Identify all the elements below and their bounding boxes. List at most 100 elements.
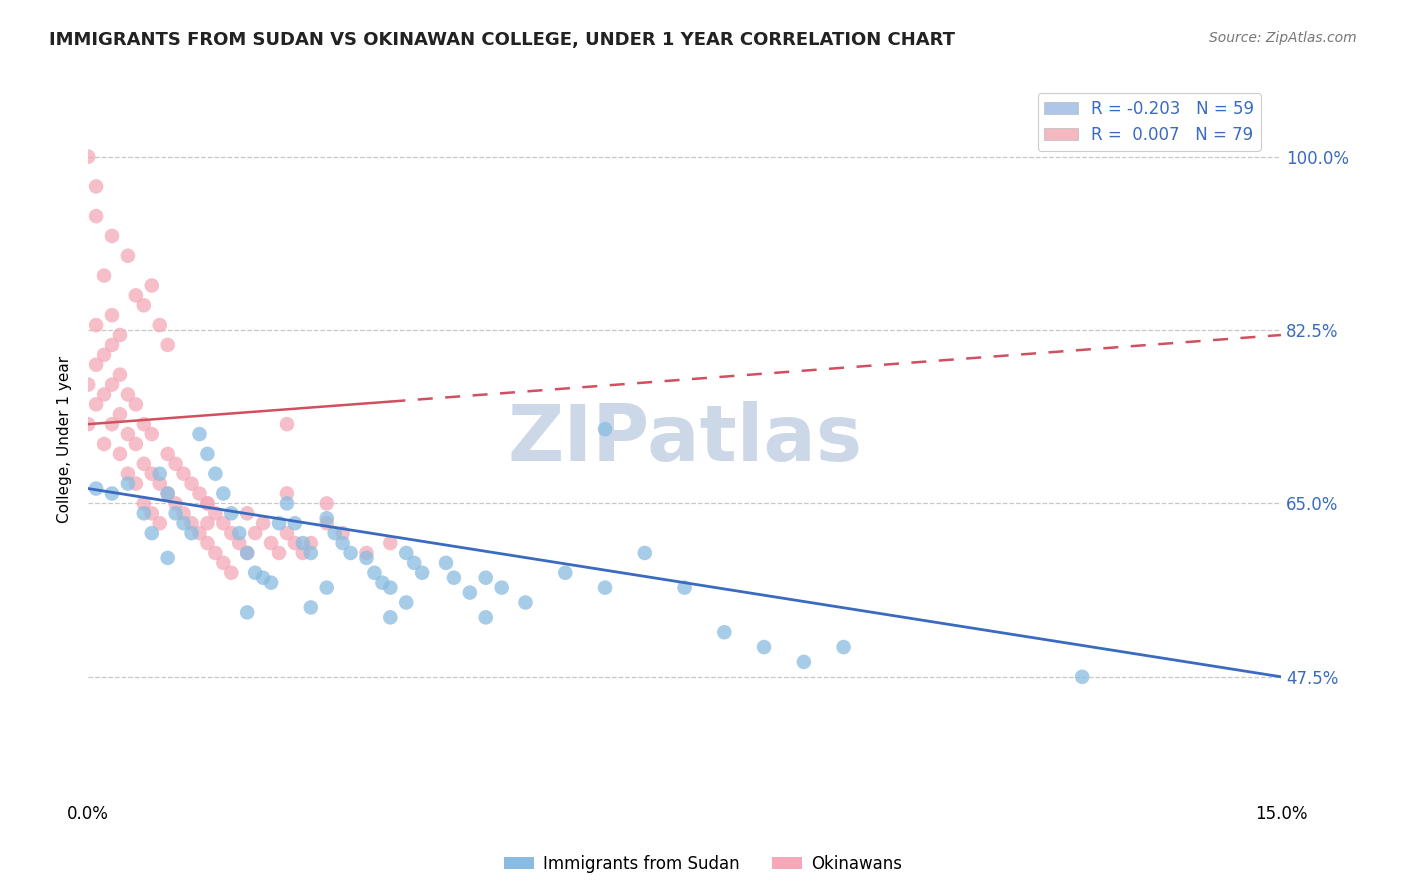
Point (188, 427, 211, 442)
Point (165, 457, 187, 471)
Point (395, 595, 418, 609)
Point (380, 581, 402, 595)
Point (101, 486, 124, 500)
Point (156, 447, 179, 461)
Point (221, 566, 243, 580)
Point (228, 536, 250, 550)
Point (356, 546, 378, 560)
Point (156, 338, 179, 352)
Point (132, 298, 155, 312)
Point (252, 571, 274, 585)
Point (197, 447, 219, 461)
Point (752, 640, 775, 654)
Point (132, 496, 155, 510)
Point (380, 536, 402, 550)
Point (356, 550, 378, 565)
Point (276, 496, 298, 510)
Point (108, 328, 131, 343)
Point (236, 546, 259, 560)
Point (93, 437, 115, 451)
Point (117, 467, 139, 481)
Point (197, 496, 219, 510)
Point (197, 516, 219, 531)
Point (125, 476, 148, 491)
Point (197, 536, 219, 550)
Point (315, 581, 337, 595)
Point (108, 368, 131, 382)
Point (793, 655, 815, 669)
Point (299, 600, 322, 615)
Point (132, 457, 155, 471)
Point (395, 546, 418, 560)
Point (204, 546, 226, 560)
Point (77, 417, 100, 432)
Point (204, 506, 226, 520)
Point (125, 437, 148, 451)
Point (188, 486, 211, 500)
Point (267, 546, 290, 560)
Point (84, 358, 107, 372)
Point (156, 550, 179, 565)
Text: ZIPatlas: ZIPatlas (508, 401, 862, 477)
Point (84, 482, 107, 496)
Point (212, 486, 235, 500)
Point (363, 566, 385, 580)
Point (141, 427, 163, 442)
Point (125, 288, 148, 302)
Point (260, 536, 283, 550)
Point (93, 348, 115, 362)
Point (173, 516, 195, 531)
Point (117, 387, 139, 401)
Point (117, 476, 139, 491)
Point (101, 308, 124, 322)
Point (236, 506, 259, 520)
Point (93, 387, 115, 401)
Text: Source: ZipAtlas.com: Source: ZipAtlas.com (1209, 31, 1357, 45)
Point (474, 571, 496, 585)
Point (101, 338, 124, 352)
Point (180, 476, 202, 491)
Point (141, 467, 163, 481)
Point (332, 526, 354, 541)
Point (156, 486, 179, 500)
Point (593, 422, 616, 436)
Point (634, 546, 657, 560)
Point (180, 516, 202, 531)
Point (228, 526, 250, 541)
Point (276, 417, 298, 432)
Point (84, 209, 107, 223)
Point (117, 427, 139, 442)
Point (141, 526, 163, 541)
Point (491, 581, 513, 595)
Point (260, 575, 283, 590)
Point (149, 467, 172, 481)
Point (77, 377, 100, 392)
Point (180, 526, 202, 541)
Point (141, 506, 163, 520)
Point (77, 150, 100, 164)
Point (315, 516, 337, 531)
Point (371, 575, 394, 590)
Point (339, 546, 361, 560)
Point (188, 526, 211, 541)
Point (141, 278, 163, 293)
Point (284, 536, 307, 550)
Point (165, 506, 187, 520)
Legend: Immigrants from Sudan, Okinawans: Immigrants from Sudan, Okinawans (498, 848, 908, 880)
Point (243, 566, 266, 580)
Point (252, 516, 274, 531)
Point (236, 546, 259, 560)
Point (267, 516, 290, 531)
Point (404, 556, 426, 570)
Point (84, 318, 107, 332)
Point (132, 506, 155, 520)
Point (156, 486, 179, 500)
Point (101, 377, 124, 392)
Point (332, 536, 354, 550)
Y-axis label: College, Under 1 year: College, Under 1 year (58, 356, 72, 523)
Point (291, 546, 314, 560)
Point (832, 640, 855, 654)
Point (125, 397, 148, 411)
Point (673, 581, 696, 595)
Point (101, 417, 124, 432)
